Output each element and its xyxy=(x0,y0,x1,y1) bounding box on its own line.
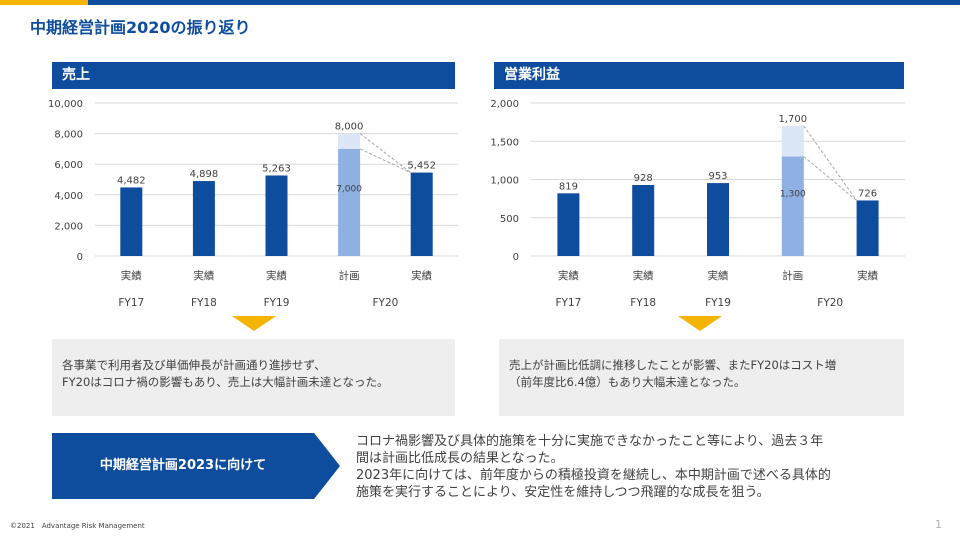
bar xyxy=(707,183,729,256)
x-category-label: 実績 xyxy=(193,269,214,282)
y-tick-label: 2,000 xyxy=(490,99,519,110)
bar-value-label: 1,700 xyxy=(778,114,807,125)
plan-bar-base-segment xyxy=(338,148,361,256)
plan-text-line: 2023年に向けては、前年度からの積極投資を継続し、本中期計画で述べる具体的 xyxy=(356,468,831,483)
y-tick-label: 0 xyxy=(513,252,519,263)
fiscal-year-label: FY17 xyxy=(118,297,144,309)
plan-gap-line xyxy=(803,125,858,201)
y-tick-label: 2,000 xyxy=(54,221,83,232)
page-number: 1 xyxy=(935,518,942,531)
x-category-label: 実績 xyxy=(121,269,142,282)
fiscal-year-label: FY20 xyxy=(372,297,398,309)
y-tick-label: 8,000 xyxy=(54,130,83,141)
sales-section-header: 売上 xyxy=(52,62,455,89)
bar-value-label: 4,482 xyxy=(117,175,146,186)
y-tick-label: 10,000 xyxy=(48,99,83,110)
bar-value-label: 4,898 xyxy=(190,169,219,180)
y-tick-label: 500 xyxy=(500,214,519,225)
bar xyxy=(265,175,288,256)
plan-gap-line xyxy=(803,156,857,201)
plan-bar-upper-segment xyxy=(338,133,361,149)
plan-gap-line xyxy=(359,133,412,173)
plan-bar-base-segment xyxy=(781,156,804,256)
bar-value-label: 8,000 xyxy=(335,122,364,133)
plan-base-label: 1,300 xyxy=(780,189,806,199)
x-category-label: 実績 xyxy=(411,269,432,282)
fiscal-year-label: FY19 xyxy=(705,297,731,309)
plan-gap-line xyxy=(359,148,411,174)
top-bar-accent xyxy=(0,0,88,5)
fiscal-year-label: FY19 xyxy=(264,297,290,309)
bar-value-label: 928 xyxy=(634,173,653,184)
profit-section-header: 営業利益 xyxy=(494,62,904,89)
y-tick-label: 0 xyxy=(77,252,83,263)
plan-2023-label: 中期経営計画2023に向けて xyxy=(99,458,267,473)
bar xyxy=(856,200,879,256)
sales-down-arrow-icon xyxy=(232,316,276,331)
profit-comment-line: 売上が計画比低調に推移したことが影響、またFY20はコスト増 xyxy=(509,358,837,372)
profit-comment-line: （前年度比6.4億）もあり大幅未達となった。 xyxy=(509,375,746,389)
top-bar xyxy=(0,0,960,5)
bar xyxy=(632,185,655,256)
sales-chart: 0 2,000 4,000 6,000 8,000 10,000 4,482 実績 4,898 実… xyxy=(48,99,458,309)
page-title: 中期経営計画2020の振り返り xyxy=(30,18,251,37)
operating-profit-chart: 0 500 1,000 1,500 2,000 819 実績 928 実績 953 実績 1,300 1… xyxy=(490,99,905,309)
fiscal-year-label: FY20 xyxy=(817,297,843,309)
bar-value-label: 5,452 xyxy=(407,161,436,172)
sales-comment-line: FY20はコロナ禍の影響もあり、売上は大幅計画未達となった。 xyxy=(62,375,389,389)
fiscal-year-label: FY18 xyxy=(630,297,656,309)
fiscal-year-label: FY18 xyxy=(191,297,217,309)
bar xyxy=(557,193,580,256)
profit-down-arrow-icon xyxy=(678,316,722,331)
fiscal-year-label: FY17 xyxy=(555,297,581,309)
x-category-label: 実績 xyxy=(857,269,879,282)
plan-text-line: 間は計画比低成長の結果となった。 xyxy=(356,451,564,466)
y-tick-label: 4,000 xyxy=(54,191,83,202)
x-category-label: 実績 xyxy=(633,269,654,282)
y-tick-label: 1,500 xyxy=(490,137,519,148)
bar-value-label: 819 xyxy=(559,181,578,192)
x-category-label: 計画 xyxy=(339,269,360,282)
profit-comment-box: 売上が計画比低調に推移したことが影響、またFY20はコスト増 （前年度比6.4億… xyxy=(499,339,904,416)
bar xyxy=(120,187,143,256)
plan-text-line: 施策を実行することにより、安定性を維持しつつ飛躍的な成長を狙う。 xyxy=(356,485,770,500)
plan-text-line: コロナ禍影響及び具体的施策を十分に実施できなかったこと等により、過去３年 xyxy=(356,434,824,449)
plan-2023-text: コロナ禍影響及び具体的施策を十分に実施できなかったこと等により、過去３年 間は計… xyxy=(356,433,916,501)
x-category-label: 実績 xyxy=(266,269,287,282)
y-tick-label: 1,000 xyxy=(490,176,519,187)
bar-value-label: 953 xyxy=(708,171,727,182)
plan-base-label: 7,000 xyxy=(336,185,362,195)
copyright-footer: ©2021 Advantage Risk Management xyxy=(10,522,145,530)
plan-2023-banner: 中期経営計画2023に向けて xyxy=(52,433,340,499)
plan-bar-upper-segment xyxy=(781,125,804,157)
sales-comment-box: 各事業で利用者及び単価伸長が計画通り進捗せず、 FY20はコロナ禍の影響もあり、… xyxy=(52,339,455,416)
sales-comment-line: 各事業で利用者及び単価伸長が計画通り進捗せず、 xyxy=(62,358,326,372)
x-category-label: 実績 xyxy=(558,269,579,282)
x-category-label: 計画 xyxy=(782,269,803,282)
bar xyxy=(192,181,215,256)
bar-value-label: 5,263 xyxy=(262,163,291,174)
x-category-label: 実績 xyxy=(708,269,729,282)
y-tick-label: 6,000 xyxy=(54,160,83,171)
bar xyxy=(410,172,433,256)
bar-value-label: 726 xyxy=(858,188,877,199)
